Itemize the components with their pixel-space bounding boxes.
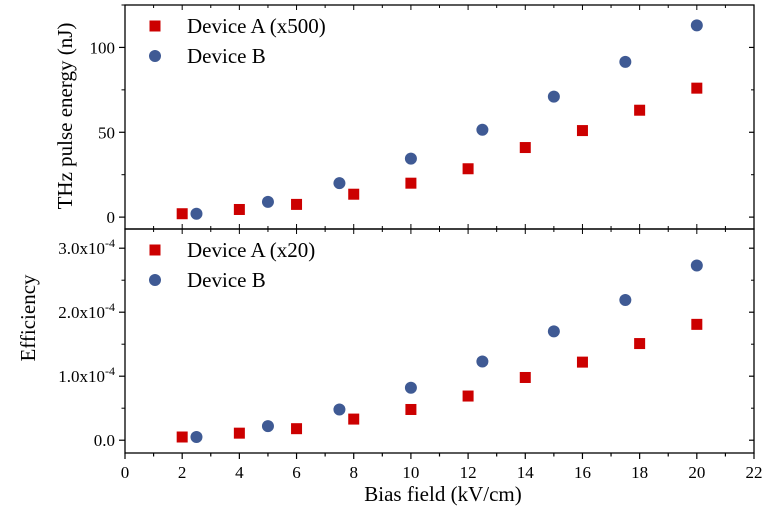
x-tick-label: 22 bbox=[746, 463, 763, 482]
marker-square-bottom bbox=[520, 372, 531, 383]
marker-circle-bottom bbox=[619, 294, 631, 306]
legend-label-top: Device B bbox=[187, 44, 266, 68]
marker-circle-top bbox=[262, 196, 274, 208]
x-tick-label: 2 bbox=[178, 463, 187, 482]
legend-label-top: Device A (x500) bbox=[187, 14, 326, 38]
legend-marker-bottom bbox=[149, 274, 161, 286]
marker-circle-top bbox=[333, 177, 345, 189]
marker-circle-bottom bbox=[476, 355, 488, 367]
shared-x-axis: 0 2 4 6 8 10 12 14 16 18 20 22 bbox=[121, 224, 763, 482]
marker-square-bottom bbox=[348, 414, 359, 425]
marker-circle-top bbox=[548, 91, 560, 103]
marker-square-bottom bbox=[577, 357, 588, 368]
marker-square-bottom bbox=[691, 319, 702, 330]
marker-square-top bbox=[463, 163, 474, 174]
marker-circle-bottom bbox=[548, 325, 560, 337]
x-tick-label: 10 bbox=[402, 463, 419, 482]
marker-square-bottom bbox=[634, 338, 645, 349]
y-tick-label-top: 50 bbox=[98, 123, 115, 142]
marker-square-top bbox=[634, 105, 645, 116]
marker-square-top bbox=[577, 125, 588, 136]
x-tick-label: 6 bbox=[292, 463, 301, 482]
y-tick-label-bottom: 0.0 bbox=[94, 431, 115, 450]
marker-circle-bottom bbox=[262, 420, 274, 432]
marker-square-bottom bbox=[405, 404, 416, 415]
x-axis-title: Bias field (kV/cm) bbox=[364, 482, 521, 506]
y-tick-label-top: 100 bbox=[90, 38, 116, 57]
legend-label-bottom: Device B bbox=[187, 268, 266, 292]
marker-square-top bbox=[691, 83, 702, 94]
marker-circle-bottom bbox=[405, 382, 417, 394]
marker-square-top bbox=[291, 199, 302, 210]
legend-marker-top bbox=[150, 21, 161, 32]
y-tick-label-top: 0 bbox=[107, 208, 116, 227]
y-axis-title-energy: THz pulse energy (nJ) bbox=[53, 23, 77, 210]
x-tick-label: 16 bbox=[574, 463, 591, 482]
marker-circle-bottom bbox=[691, 259, 703, 271]
efficiency-panel: 0.0 1.0x10-4 2.0x10-4 3.0x10-4 Device A (x20… bbox=[58, 229, 754, 453]
marker-square-top bbox=[234, 204, 245, 215]
marker-circle-top bbox=[476, 124, 488, 136]
marker-circle-top bbox=[619, 56, 631, 68]
x-tick-label: 12 bbox=[460, 463, 477, 482]
marker-square-top bbox=[348, 189, 359, 200]
marker-square-bottom bbox=[234, 428, 245, 439]
marker-square-bottom bbox=[463, 391, 474, 402]
marker-square-top bbox=[177, 208, 188, 219]
legend-marker-bottom bbox=[150, 245, 161, 256]
marker-circle-top bbox=[405, 153, 417, 165]
marker-circle-bottom bbox=[333, 403, 345, 415]
marker-square-top bbox=[520, 142, 531, 153]
x-tick-label: 8 bbox=[349, 463, 358, 482]
y-tick-label-bottom: 2.0x10-4 bbox=[58, 300, 115, 322]
plot-frame-bottom bbox=[125, 229, 754, 453]
y-tick-label-bottom: 3.0x10-4 bbox=[58, 236, 115, 258]
x-tick-label: 18 bbox=[631, 463, 648, 482]
x-tick-label: 20 bbox=[688, 463, 705, 482]
marker-square-bottom bbox=[177, 432, 188, 443]
x-tick-label: 4 bbox=[235, 463, 244, 482]
marker-square-top bbox=[405, 178, 416, 189]
marker-circle-bottom bbox=[190, 431, 202, 443]
plot-frame-top bbox=[125, 5, 754, 229]
y-tick-label-bottom: 1.0x10-4 bbox=[58, 364, 115, 386]
legend-marker-top bbox=[149, 50, 161, 62]
marker-square-bottom bbox=[291, 423, 302, 434]
x-tick-label: 0 bbox=[121, 463, 130, 482]
marker-circle-top bbox=[190, 208, 202, 220]
marker-circle-top bbox=[691, 19, 703, 31]
y-axis-title-efficiency: Efficiency bbox=[16, 274, 40, 362]
energy-panel: 0 50 100 Device A (x500) Device B bbox=[90, 5, 755, 229]
x-tick-label: 14 bbox=[517, 463, 535, 482]
legend-label-bottom: Device A (x20) bbox=[187, 238, 315, 262]
